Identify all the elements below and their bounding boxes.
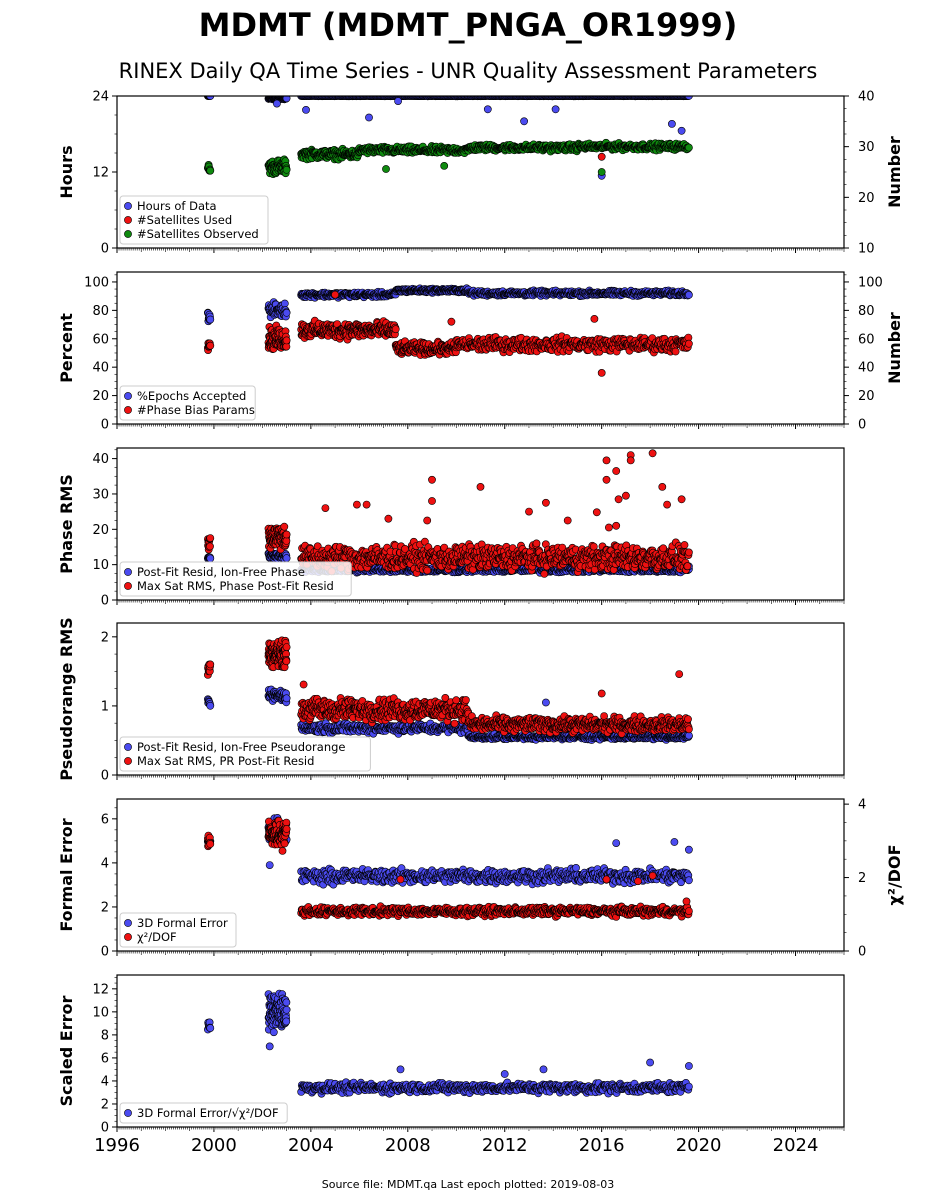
point-hours-s0 [520, 117, 528, 126]
legend-label: %Epochs Accepted [137, 389, 246, 403]
legend-marker [124, 216, 132, 224]
y-right-tick-label: 80 [858, 304, 875, 319]
point-hours-s0 [302, 106, 310, 114]
point-percent-s1 [331, 290, 339, 299]
legend-marker [124, 406, 132, 414]
y-tick-label: 80 [92, 304, 109, 319]
point-percent-s1 [206, 341, 215, 350]
y-tick-label: 24 [92, 90, 109, 105]
y-right-tick-label: 40 [858, 90, 875, 105]
point-hours-s2 [206, 166, 215, 175]
y-right-axis-label: Number [885, 312, 904, 384]
panel-percent: 0 20 40 60 80 100 0 20 40 60 80 100 Number Percent %Ep… [57, 271, 904, 433]
point-percent-s1 [671, 347, 680, 356]
point-hours-s1 [597, 152, 606, 161]
y-axis-label: Percent [57, 313, 76, 383]
points-group [203, 449, 693, 578]
point-hours-s2 [685, 143, 693, 152]
y-right-tick-label: 40 [858, 361, 875, 376]
points-group [203, 284, 693, 377]
point-hours-s0 [551, 105, 560, 114]
y-right-tick-label: 0 [858, 418, 866, 433]
point-hours-s0 [668, 120, 676, 128]
legend-marker [124, 202, 132, 210]
y-tick-label: 20 [92, 389, 109, 404]
y-tick-label: 60 [92, 332, 109, 347]
point-hours-s0 [677, 126, 686, 135]
point-percent-s1 [597, 368, 606, 377]
y-right-tick-label: 20 [858, 389, 875, 404]
point-hours-s0 [365, 113, 373, 122]
point-hours-s0 [394, 97, 402, 105]
y-right-tick-label: 30 [858, 140, 875, 155]
point-percent-s1 [391, 325, 400, 334]
y-right-tick-label: 60 [858, 332, 875, 347]
legend-label: Hours of Data [137, 199, 217, 213]
point-hours-s2 [597, 168, 606, 176]
legend-box [119, 195, 269, 245]
point-phase-rms-s1 [280, 522, 289, 531]
y-axis-label: Hours [57, 145, 76, 198]
y-right-tick-label: 20 [858, 191, 875, 206]
point-phase-rms-s1 [206, 542, 214, 551]
x-ticks [116, 424, 845, 429]
point-percent-s0 [206, 315, 215, 324]
y-right-tick-label: 10 [858, 242, 875, 257]
y-right-tick-label: 100 [858, 275, 883, 290]
legend-marker [124, 392, 132, 400]
point-percent-s1 [590, 314, 599, 323]
point-percent-s1 [685, 339, 693, 348]
legend-label: #Satellites Used [137, 213, 232, 227]
legend-label: #Phase Bias Params [137, 403, 255, 417]
point-phase-rms-s1 [282, 530, 291, 539]
point-phase-rms-s1 [206, 534, 215, 542]
points-group [203, 96, 693, 180]
point-percent-s0 [685, 290, 693, 299]
point-hours-s0 [483, 105, 492, 114]
point-percent-s1 [447, 317, 456, 326]
y-tick-label: 0 [101, 242, 109, 257]
point-hours-s0 [282, 96, 291, 103]
point-phase-rms-s1 [423, 566, 432, 575]
y-tick-label: 40 [92, 361, 109, 376]
y-tick-label: 100 [84, 275, 109, 290]
figure-subtitle: RINEX Daily QA Time Series - UNR Quality… [119, 59, 818, 83]
figure-title: MDMT (MDMT_PNGA_OR1999) [199, 6, 738, 44]
point-hours-s2 [440, 161, 449, 170]
point-hours-s0 [272, 99, 281, 108]
legend-marker [124, 230, 132, 238]
point-percent-s0 [280, 299, 289, 308]
point-phase-rms-s0 [282, 554, 291, 563]
point-percent-s1 [282, 336, 291, 345]
y-tick-label: 12 [92, 166, 109, 181]
y-right-axis-label: Number [885, 136, 904, 208]
y-tick-label: 0 [101, 418, 109, 433]
point-percent-s0 [282, 308, 291, 317]
point-phase-rms-s0 [206, 554, 215, 563]
legend-label: #Satellites Observed [137, 227, 259, 241]
point-hours-s2 [282, 165, 291, 174]
point-hours-s0 [685, 96, 693, 100]
point-hours-s2 [382, 165, 390, 173]
x-ticks [116, 248, 845, 253]
